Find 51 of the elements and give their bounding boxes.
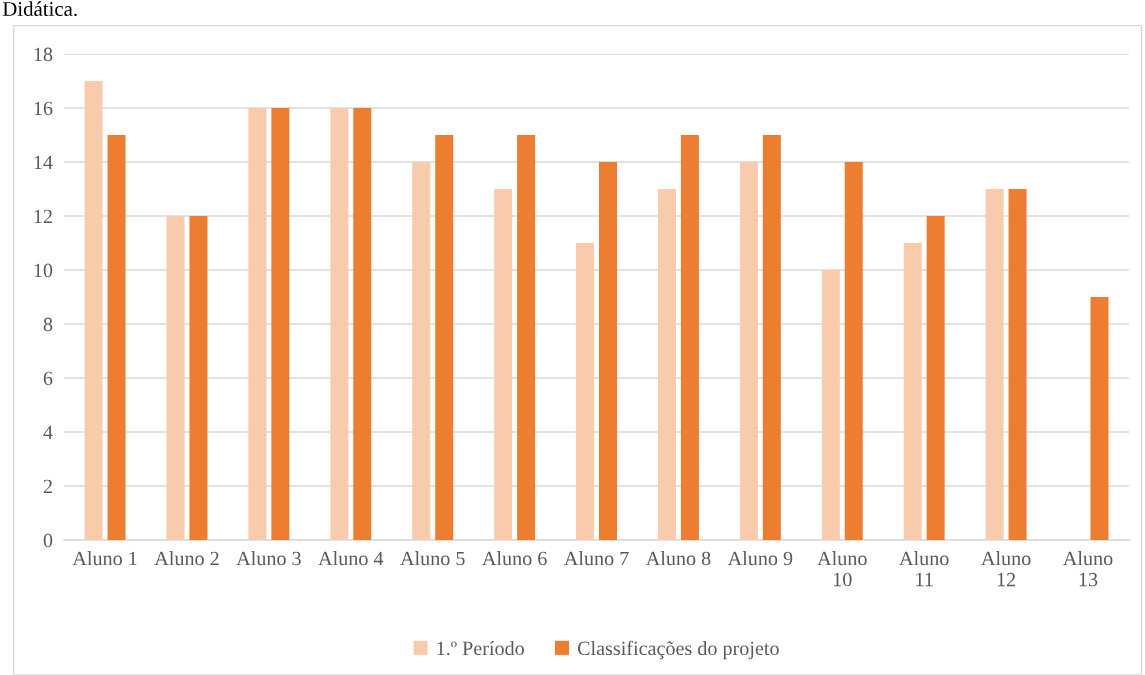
bar (926, 216, 945, 540)
bar (166, 216, 185, 540)
y-tick-label: 18 (34, 47, 53, 62)
legend-label: Classificações do projeto (577, 640, 779, 660)
bar (494, 189, 513, 540)
bar (84, 81, 103, 540)
y-tick-label: 12 (34, 209, 52, 223)
x-tick-label: Aluno 5 (400, 551, 465, 566)
y-tick-label: 6 (43, 371, 53, 386)
bar (271, 108, 290, 540)
bar (903, 243, 922, 540)
x-tick-label: Aluno 1 (72, 551, 137, 566)
bar (985, 189, 1004, 540)
x-tick-label: Aluno 2 (154, 551, 219, 566)
text: Didática. (2, 1, 77, 17)
x-tick-label: Aluno 4 (318, 551, 384, 566)
y-tick-label: 2 (43, 479, 52, 493)
bar (657, 189, 676, 540)
bar (107, 135, 126, 540)
y-tick-label: 16 (34, 101, 53, 116)
y-tick-label: 10 (34, 263, 53, 278)
y-tick-label: 14 (34, 155, 53, 169)
bar (189, 216, 208, 540)
bar (248, 108, 267, 540)
x-tick-label: Aluno 11 (899, 551, 949, 587)
y-tick-label: 8 (43, 317, 53, 332)
bar (576, 243, 595, 540)
bar (762, 135, 781, 540)
legend-label: 1.º Período (437, 640, 524, 656)
x-tick-label: Aluno 12 (981, 551, 1031, 587)
bar (680, 135, 699, 540)
x-tick-label: Aluno 6 (482, 551, 547, 566)
bar (1008, 189, 1027, 540)
bar (1090, 297, 1109, 540)
bar (330, 108, 349, 540)
y-tick-label: 0 (43, 533, 53, 548)
x-tick-label: Aluno 13 (1063, 551, 1113, 587)
bar (517, 135, 536, 540)
x-tick-label: Aluno 10 (817, 551, 867, 587)
bar (844, 162, 863, 540)
y-tick-label: 4 (43, 425, 53, 439)
x-tick-label: Aluno 7 (564, 551, 629, 566)
x-tick-label: Aluno 8 (645, 551, 711, 566)
bar (353, 108, 372, 540)
bar (821, 270, 840, 540)
bar (739, 162, 758, 540)
x-tick-label: Aluno 9 (727, 551, 793, 566)
bar (435, 135, 454, 540)
bar (412, 162, 431, 540)
x-tick-label: Aluno 3 (236, 551, 301, 566)
bar (599, 162, 618, 540)
